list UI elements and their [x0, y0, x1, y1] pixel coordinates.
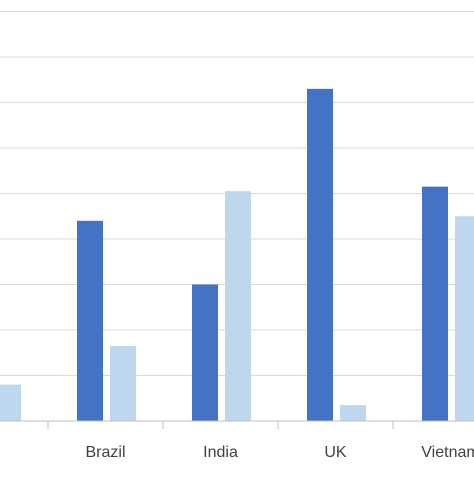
- bar-brazil-series-1: [77, 220, 103, 421]
- bar-uk-series-1: [307, 88, 333, 421]
- bar-vietnam-series-1: [422, 186, 448, 421]
- x-tick-label-vietnam: Vietnam: [421, 444, 474, 461]
- bar-india-series-2: [225, 191, 251, 421]
- bar-india-series-1: [192, 284, 218, 421]
- x-tick-label-india: India: [203, 444, 238, 461]
- x-axis: [0, 420, 474, 429]
- bars: [0, 88, 474, 421]
- bar-vietnam-series-2: [455, 216, 474, 421]
- bar-s-series-2: [0, 384, 21, 421]
- x-tick-labels: SBrazilIndiaUKVietnam: [85, 444, 474, 461]
- bar-brazil-series-2: [110, 345, 136, 421]
- bar-uk-series-2: [340, 405, 366, 421]
- x-tick-label-uk: UK: [324, 444, 347, 461]
- x-tick-label-brazil: Brazil: [85, 444, 125, 461]
